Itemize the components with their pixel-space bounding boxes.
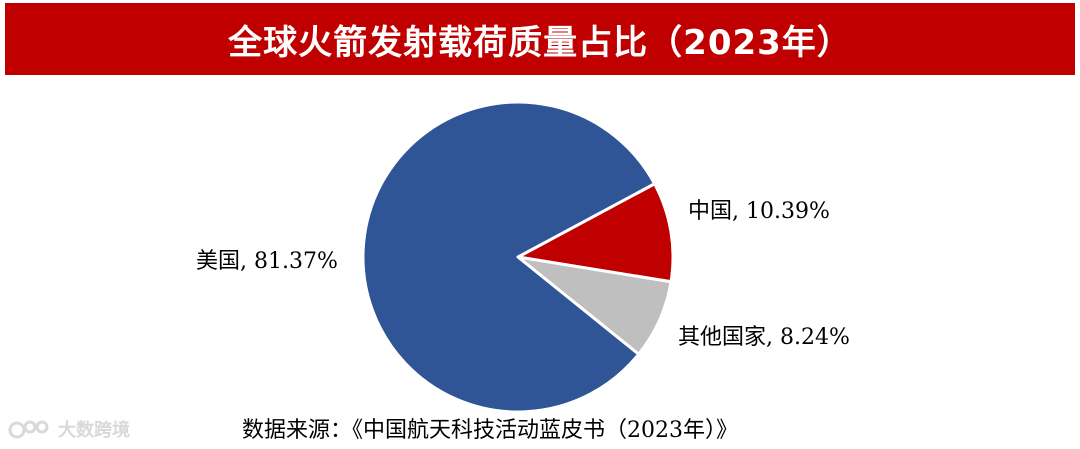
logo-icon bbox=[8, 420, 49, 439]
source-note: 数据来源：《中国航天科技活动蓝皮书（2023年）》 bbox=[242, 418, 738, 443]
watermark: 大数跨境 bbox=[8, 416, 130, 442]
pie-slices bbox=[361, 100, 675, 414]
pie-slice-1 bbox=[516, 182, 675, 284]
slice-label-0: 美国, 81.37% bbox=[196, 249, 338, 274]
slice-label-2: 其他国家, 8.24% bbox=[678, 325, 850, 350]
chart-title: 全球火箭发射载荷质量占比（2023年） bbox=[228, 22, 852, 63]
pie-labels: 中国, 10.39% 其他国家, 8.24% 美国, 81.37% bbox=[196, 199, 850, 350]
pie-slice-0 bbox=[361, 100, 657, 414]
slice-label-1: 中国, 10.39% bbox=[688, 199, 830, 224]
title-bar: 全球火箭发射载荷质量占比（2023年） bbox=[5, 3, 1075, 75]
watermark-text: 大数跨境 bbox=[58, 420, 130, 441]
